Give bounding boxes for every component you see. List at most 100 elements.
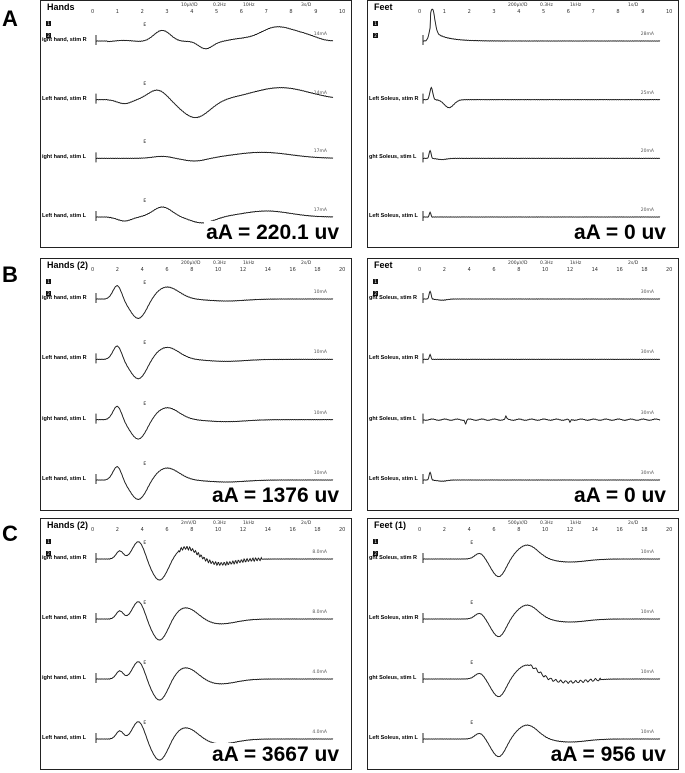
x-tick-label: 0 [91, 267, 95, 273]
x-tick-label: 10 [215, 267, 222, 273]
x-tick-label: 12 [566, 267, 574, 273]
panel-b-feet: Feet 200μV/D 0.3Hz 1kHz 2s/D 0 2 4 6 8 10 12 14 16 18 2… [367, 258, 679, 511]
x-tick-label: 2 [115, 527, 119, 533]
x-tick-label: 16 [616, 527, 623, 533]
trace-plot [95, 26, 334, 224]
x-tick-label: 14 [264, 267, 271, 273]
waveform-trace [95, 661, 334, 701]
x-tick-label: 10 [339, 9, 346, 15]
amplitude-result-label: aA = 0 uv [571, 484, 668, 508]
stim-intensity-label: 30mA [640, 471, 654, 476]
channel-marker-box: 1 [46, 279, 51, 284]
amplitude-result-label: aA = 220.1 uv [204, 221, 341, 245]
setting-label: 1kHz [243, 261, 255, 266]
trace-plot [422, 544, 661, 758]
trace-label: ght Soleus, stim R [369, 295, 417, 301]
trace-label: ght Soleus, stim L [369, 154, 417, 161]
x-tick-label: 6 [239, 9, 243, 15]
setting-label: 2s/D [301, 521, 312, 526]
waveform-trace [95, 151, 334, 162]
x-tick-label: 20 [339, 527, 346, 533]
trace-label: Left Soleus, stim L [369, 735, 418, 741]
x-tick-label: 4 [467, 267, 471, 273]
setting-label: 1kHz [570, 3, 582, 8]
trace-label: ight hand, stim L [42, 675, 86, 681]
trace-label: Left Soleus, stim L [369, 213, 418, 219]
onset-marker: E [470, 661, 474, 666]
trace-plot [95, 541, 334, 761]
stim-intensity-label: 20mA [640, 208, 654, 213]
stim-intensity-label: 30mA [640, 410, 654, 416]
x-tick-label: 14 [591, 527, 598, 533]
channel-marker-box: 1 [373, 539, 378, 544]
stim-intensity-label: 17mA [313, 208, 327, 213]
stim-intensity-label: 30mA [640, 290, 654, 295]
trace-label: ght Soleus, stim R [369, 555, 417, 561]
onset-marker: E [143, 462, 147, 467]
trace-label: Left Soleus, stim R [369, 615, 419, 621]
x-tick-label: 4 [467, 527, 471, 533]
setting-label: 1kHz [570, 521, 582, 526]
waveform-trace [95, 601, 334, 641]
channel-marker-box: 1 [46, 539, 51, 544]
stim-intensity-label: 8.0mA [312, 610, 327, 615]
x-tick-label: 16 [289, 527, 296, 533]
x-tick-label: 0 [418, 267, 422, 273]
x-tick-label: 2 [467, 9, 471, 15]
waveform-trace [95, 206, 334, 224]
x-tick-label: 5 [215, 9, 219, 15]
amplitude-result-label: aA = 3667 uv [209, 743, 341, 767]
channel-marker-box: 2 [373, 33, 378, 38]
x-tick-label: 10 [666, 9, 673, 15]
waveform-trace [422, 8, 661, 42]
stim-intensity-label: 10mA [313, 471, 327, 476]
waveform-trace [422, 353, 661, 361]
x-tick-label: 4 [190, 9, 194, 15]
setting-label: 2s/D [301, 261, 312, 266]
trace-label: ight hand, stim L [42, 415, 86, 422]
x-tick-label: 10 [542, 527, 549, 533]
setting-label: 200μV/D [508, 3, 528, 8]
trace-plot [95, 284, 334, 500]
x-tick-label: 7 [264, 9, 268, 15]
trace-label: ight hand, stim R [42, 555, 87, 561]
waveform-trace [422, 415, 661, 425]
waveform-trace [422, 664, 661, 698]
x-tick-label: 18 [641, 267, 648, 273]
x-tick-label: 8 [616, 9, 620, 15]
trace-label: Left hand, stim R [42, 95, 87, 102]
setting-label: 1kHz [570, 261, 582, 266]
waveform-trace [95, 26, 334, 50]
setting-label: 1kHz [243, 521, 255, 526]
setting-label: 2s/D [628, 521, 639, 526]
onset-marker: E [143, 721, 147, 726]
onset-marker: E [143, 81, 147, 87]
x-tick-label: 4 [140, 527, 144, 533]
stim-intensity-label: 10mA [640, 670, 654, 675]
trace-label: Left hand, stim L [42, 476, 86, 482]
setting-label: 10Hz [243, 3, 255, 8]
x-tick-label: 10 [215, 527, 222, 533]
x-tick-label: 20 [666, 267, 673, 273]
onset-marker: E [470, 721, 474, 726]
trace-label: Left hand, stim L [42, 735, 86, 741]
x-tick-label: 2 [442, 527, 446, 533]
x-tick-label: 3 [492, 9, 496, 15]
setting-label: 0.3Hz [540, 3, 553, 8]
stim-intensity-label: 4.0mA [312, 730, 327, 735]
trace-label: ght Soleus, stim L [369, 415, 417, 422]
setting-label: 1s/D [628, 3, 639, 8]
amplitude-result-label: aA = 956 uv [548, 743, 668, 767]
setting-label: 3s/D [301, 3, 312, 8]
waveform-trace [422, 290, 661, 301]
onset-marker: E [143, 401, 147, 407]
waveform-trace [95, 345, 334, 380]
stim-intensity-label: 14mA [313, 90, 327, 96]
stim-intensity-label: 28mA [640, 32, 654, 37]
waveform-trace [95, 284, 334, 319]
setting-label: 10μV/D [181, 3, 198, 8]
trace-label: Left hand, stim R [42, 355, 87, 362]
x-tick-label: 6 [492, 267, 496, 273]
x-tick-label: 8 [289, 9, 293, 15]
waveform-trace [422, 211, 661, 218]
